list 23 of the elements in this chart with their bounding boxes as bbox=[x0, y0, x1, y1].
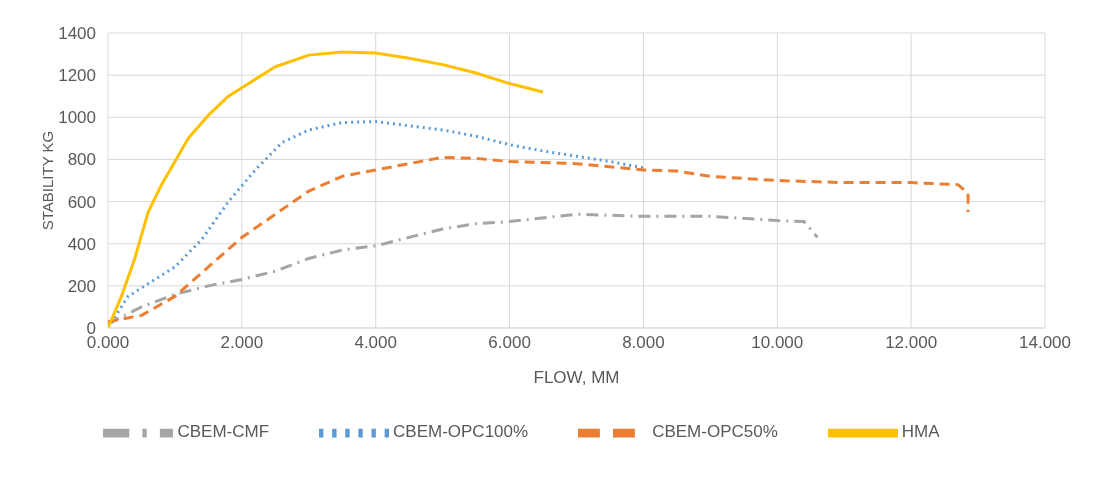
legend-label: CBEM-OPC100% bbox=[393, 422, 529, 442]
y-tick-label: 1000 bbox=[58, 108, 96, 128]
x-axis-title: FLOW, MM bbox=[533, 368, 620, 387]
line-series bbox=[108, 50, 545, 328]
y-tick-label: 1400 bbox=[58, 23, 96, 43]
line-series bbox=[108, 155, 970, 324]
y-tick-label: 200 bbox=[67, 276, 96, 296]
x-tick-label: 4.000 bbox=[354, 333, 397, 353]
legend-label: CBEM-CMF bbox=[177, 422, 270, 442]
legend-label: HMA bbox=[901, 422, 940, 442]
x-tick-label: 8.000 bbox=[622, 333, 665, 353]
y-tick-label: 600 bbox=[67, 192, 96, 212]
y-axis-title: STABILITY KG bbox=[39, 130, 57, 231]
x-tick-label: 0.000 bbox=[86, 333, 130, 353]
y-tick-label: 400 bbox=[67, 234, 96, 254]
y-tick-label: 800 bbox=[67, 150, 96, 170]
y-tick-label: 1200 bbox=[58, 66, 96, 86]
x-tick-label: 6.000 bbox=[488, 333, 531, 353]
x-tick-label: 12.000 bbox=[885, 333, 938, 353]
legend-label: CBEM-OPC50% bbox=[652, 422, 778, 442]
x-tick-label: 10.000 bbox=[751, 333, 804, 353]
x-tick-label: 2.000 bbox=[220, 333, 264, 353]
x-tick-label: 14.000 bbox=[1019, 333, 1071, 353]
